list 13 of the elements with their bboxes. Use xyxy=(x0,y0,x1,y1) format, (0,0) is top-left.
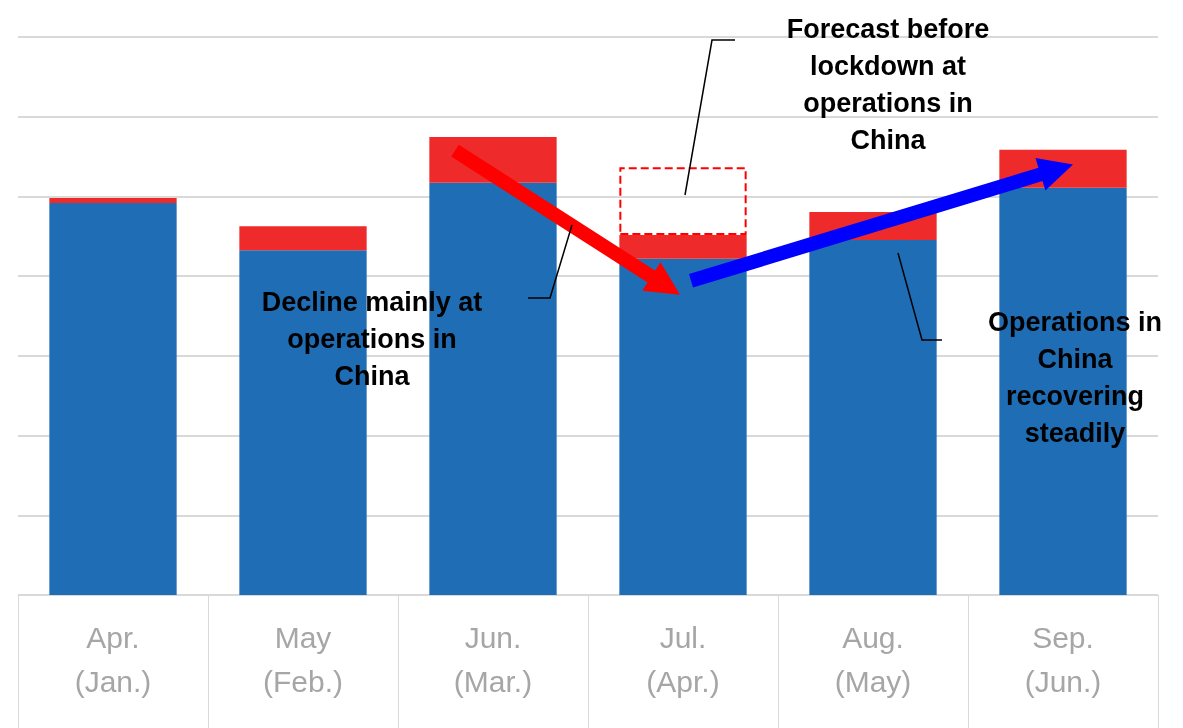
bar xyxy=(619,258,747,595)
bar xyxy=(49,202,177,595)
bar xyxy=(239,226,367,251)
x-tick-label: Apr. (Jan.) xyxy=(74,620,152,698)
bar xyxy=(49,197,177,203)
x-tick-label: Jul. (Apr.) xyxy=(646,620,720,698)
x-tick-label: Jun. (Mar.) xyxy=(453,620,533,698)
x-tick-label: May (Feb.) xyxy=(262,620,344,698)
bar xyxy=(619,235,747,259)
x-tick-label: Aug. (May) xyxy=(834,620,912,698)
x-tick-label: Sep. (Jun.) xyxy=(1024,620,1102,698)
bar xyxy=(619,167,747,236)
annotation: Forecast before lockdown at operations in China xyxy=(786,13,990,155)
